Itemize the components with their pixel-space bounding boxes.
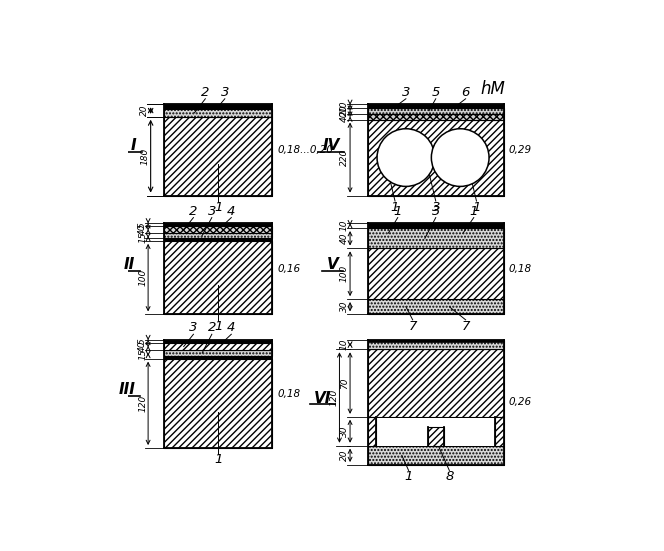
Text: 7: 7 (461, 320, 470, 333)
Bar (164, 117, 272, 196)
Text: 3: 3 (402, 86, 410, 99)
Text: 3: 3 (208, 205, 216, 218)
Text: V: V (327, 257, 338, 272)
Bar (164, 241, 272, 314)
Text: 8: 8 (445, 471, 454, 483)
Text: 40: 40 (340, 233, 349, 244)
Text: 0,16: 0,16 (278, 264, 301, 274)
Bar (368, 114, 503, 120)
Text: 5: 5 (432, 86, 440, 99)
Bar (368, 340, 503, 342)
Bar (164, 104, 272, 109)
Bar (164, 340, 272, 343)
Text: 2: 2 (189, 205, 198, 218)
Text: 10: 10 (340, 220, 349, 231)
Text: 15: 15 (138, 349, 147, 360)
Text: 1: 1 (472, 201, 481, 214)
Text: 7: 7 (408, 320, 417, 333)
Bar (368, 349, 503, 417)
Text: 220: 220 (340, 149, 349, 166)
Text: 15: 15 (138, 231, 147, 243)
Text: I: I (131, 138, 137, 153)
Text: 5: 5 (138, 222, 147, 228)
Text: 0,18: 0,18 (509, 264, 532, 274)
Text: 30: 30 (340, 425, 349, 437)
Text: 6: 6 (461, 86, 470, 99)
Text: 20: 20 (340, 450, 349, 461)
Text: 0,18: 0,18 (278, 389, 301, 399)
Text: 1: 1 (214, 453, 222, 466)
Text: 2: 2 (201, 86, 210, 99)
Circle shape (432, 129, 489, 186)
Bar (368, 417, 503, 446)
Text: hМ: hМ (481, 80, 505, 98)
Text: 30: 30 (340, 301, 349, 312)
Text: 70: 70 (340, 377, 349, 389)
Text: 2: 2 (208, 321, 216, 334)
Text: 20: 20 (340, 105, 349, 116)
Bar (164, 356, 272, 359)
Bar (368, 417, 376, 446)
Text: 3: 3 (189, 321, 198, 334)
Text: 0,18...0,20: 0,18...0,20 (278, 145, 333, 155)
Bar (368, 340, 503, 349)
Bar (376, 417, 495, 446)
Text: 1: 1 (394, 205, 402, 218)
Text: IV: IV (322, 138, 340, 153)
Circle shape (377, 129, 435, 186)
Bar (164, 359, 272, 448)
Bar (428, 427, 444, 446)
Text: 10: 10 (340, 339, 349, 350)
Bar (368, 108, 503, 114)
Bar (164, 238, 272, 241)
Bar (368, 249, 503, 299)
Text: VI: VI (314, 391, 331, 406)
Text: 3: 3 (432, 201, 440, 214)
Text: 20: 20 (140, 105, 149, 116)
Bar (368, 446, 503, 465)
Text: 180: 180 (140, 148, 149, 165)
Text: 4: 4 (227, 321, 236, 334)
Bar (164, 109, 272, 117)
Text: 40: 40 (138, 224, 147, 235)
Bar (164, 233, 272, 238)
Text: 0,26: 0,26 (509, 397, 532, 407)
Bar (368, 120, 503, 196)
Text: 3: 3 (220, 86, 229, 99)
Bar (368, 104, 503, 108)
Text: 1: 1 (391, 201, 399, 214)
Bar (164, 223, 272, 226)
Text: 40: 40 (340, 111, 349, 122)
Text: 120: 120 (138, 395, 147, 412)
Text: 40: 40 (138, 341, 147, 352)
Text: 1: 1 (214, 320, 222, 333)
Text: 10: 10 (340, 100, 349, 112)
Text: 0,29: 0,29 (509, 145, 532, 155)
Text: II: II (124, 257, 135, 272)
Bar (164, 226, 272, 233)
Text: 120: 120 (329, 389, 339, 406)
Text: 100: 100 (340, 265, 349, 283)
Text: 1: 1 (469, 205, 478, 218)
Bar (368, 223, 503, 228)
Text: 1: 1 (404, 471, 413, 483)
Text: 4: 4 (227, 205, 236, 218)
Bar (495, 417, 503, 446)
Text: 1: 1 (214, 201, 222, 214)
Bar (164, 350, 272, 356)
Text: 3: 3 (432, 205, 440, 218)
Bar (368, 299, 503, 314)
Text: 100: 100 (138, 269, 147, 286)
Bar (368, 228, 503, 249)
Text: 5: 5 (138, 338, 147, 344)
Text: III: III (118, 382, 135, 397)
Bar (164, 343, 272, 350)
